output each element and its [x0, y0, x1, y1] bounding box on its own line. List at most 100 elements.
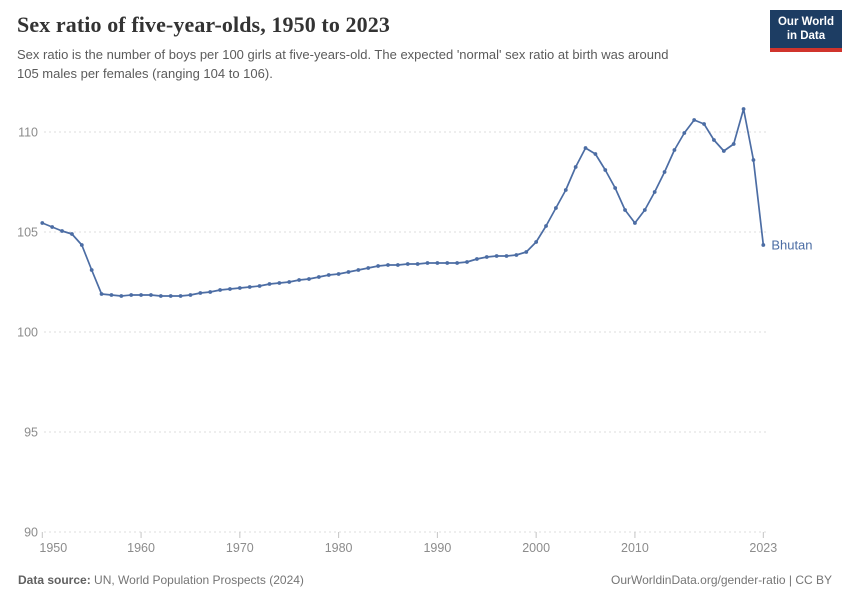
x-axis-tick-label: 1980: [325, 541, 353, 555]
data-point[interactable]: [603, 168, 608, 172]
x-axis-tick-label: 1950: [39, 541, 67, 555]
data-point[interactable]: [79, 243, 84, 247]
data-point[interactable]: [99, 292, 104, 296]
data-point[interactable]: [247, 285, 252, 289]
data-point[interactable]: [277, 281, 282, 285]
data-point[interactable]: [633, 221, 637, 225]
data-point[interactable]: [415, 262, 420, 266]
y-axis-tick-label: 90: [24, 526, 38, 540]
attribution: OurWorldinData.org/gender-ratio | CC BY: [611, 573, 832, 587]
data-point[interactable]: [267, 282, 272, 286]
chart-subtitle: Sex ratio is the number of boys per 100 …: [17, 47, 669, 81]
license-text: | CC BY: [785, 573, 832, 587]
data-point[interactable]: [721, 149, 726, 153]
data-point[interactable]: [593, 152, 598, 156]
data-point[interactable]: [316, 275, 321, 279]
page-title: Sex ratio of five-year-olds, 1950 to 202…: [17, 12, 390, 37]
data-point[interactable]: [366, 266, 371, 270]
x-axis-tick-label: 1990: [423, 541, 451, 555]
data-point[interactable]: [474, 257, 479, 261]
data-point[interactable]: [50, 225, 55, 229]
y-axis-tick-label: 105: [17, 226, 38, 240]
data-point[interactable]: [465, 260, 469, 264]
data-point[interactable]: [682, 131, 687, 135]
owid-logo-line2: in Data: [786, 30, 826, 43]
data-point[interactable]: [346, 270, 351, 274]
data-point[interactable]: [425, 261, 430, 265]
data-point[interactable]: [237, 286, 242, 290]
y-axis-tick-label: 95: [24, 426, 38, 440]
series-label-bhutan[interactable]: Bhutan: [771, 238, 812, 253]
data-point[interactable]: [405, 262, 410, 266]
data-point[interactable]: [149, 293, 153, 297]
data-point[interactable]: [524, 250, 529, 254]
data-point[interactable]: [129, 293, 134, 297]
data-point[interactable]: [326, 273, 331, 277]
data-point[interactable]: [741, 107, 746, 111]
data-point[interactable]: [297, 278, 302, 282]
data-point[interactable]: [257, 284, 262, 288]
data-line[interactable]: [41, 108, 765, 297]
data-point[interactable]: [336, 272, 341, 276]
data-point[interactable]: [514, 253, 519, 257]
data-point[interactable]: [198, 291, 203, 295]
data-point[interactable]: [504, 254, 509, 258]
data-point[interactable]: [445, 261, 450, 265]
data-point[interactable]: [386, 263, 390, 267]
data-point[interactable]: [761, 243, 766, 247]
data-point[interactable]: [751, 158, 756, 162]
y-axis-tick-label: 100: [17, 326, 38, 340]
data-point[interactable]: [139, 293, 143, 297]
data-point[interactable]: [731, 142, 736, 146]
data-point[interactable]: [356, 268, 361, 272]
data-point[interactable]: [70, 232, 74, 236]
data-point[interactable]: [484, 255, 489, 259]
owid-logo-line1: Our World: [777, 16, 834, 28]
owid-logo[interactable]: Our World in Data: [769, 10, 842, 52]
chart-footer: Data source: UN, World Population Prospe…: [18, 573, 832, 587]
data-point[interactable]: [119, 294, 124, 298]
x-axis-tick-label: 1970: [226, 541, 254, 555]
data-point[interactable]: [662, 170, 667, 174]
data-point[interactable]: [395, 263, 400, 267]
data-point[interactable]: [178, 294, 183, 298]
data-point[interactable]: [158, 294, 163, 298]
data-point[interactable]: [554, 206, 558, 210]
data-point[interactable]: [89, 268, 94, 272]
line-chart[interactable]: 90 95 100 105 110 1950 1960 1970 1980 1990 2000 201…: [0, 95, 850, 565]
data-point[interactable]: [642, 208, 647, 212]
data-point[interactable]: [435, 261, 440, 265]
data-point[interactable]: [534, 240, 539, 244]
data-point[interactable]: [494, 254, 499, 258]
data-point[interactable]: [583, 146, 588, 150]
data-point[interactable]: [702, 122, 706, 126]
chart-header: Sex ratio of five-year-olds, 1950 to 202…: [17, 12, 750, 84]
data-point[interactable]: [573, 165, 578, 169]
data-point[interactable]: [712, 138, 716, 142]
data-point[interactable]: [544, 224, 548, 228]
data-point[interactable]: [672, 148, 677, 152]
data-point[interactable]: [228, 287, 232, 291]
data-point[interactable]: [563, 188, 568, 192]
data-point[interactable]: [652, 190, 657, 194]
data-point[interactable]: [455, 261, 460, 265]
data-point[interactable]: [109, 293, 114, 297]
data-point[interactable]: [208, 290, 213, 294]
y-axis-tick-label: 110: [18, 126, 38, 140]
x-axis-tick-label: 2023: [749, 541, 777, 555]
data-point[interactable]: [287, 280, 292, 284]
data-point[interactable]: [218, 288, 222, 292]
data-point[interactable]: [376, 264, 381, 268]
x-axis-tick-label: 2000: [522, 541, 550, 555]
data-point[interactable]: [307, 277, 311, 281]
data-point[interactable]: [692, 118, 697, 122]
data-point[interactable]: [613, 186, 618, 190]
data-source: Data source: UN, World Population Prospe…: [18, 573, 304, 587]
data-point[interactable]: [60, 229, 64, 233]
data-point[interactable]: [188, 293, 193, 297]
owid-url-link[interactable]: OurWorldinData.org/gender-ratio: [611, 573, 786, 587]
data-point[interactable]: [40, 221, 45, 225]
data-point[interactable]: [168, 294, 173, 298]
data-point[interactable]: [623, 208, 627, 212]
